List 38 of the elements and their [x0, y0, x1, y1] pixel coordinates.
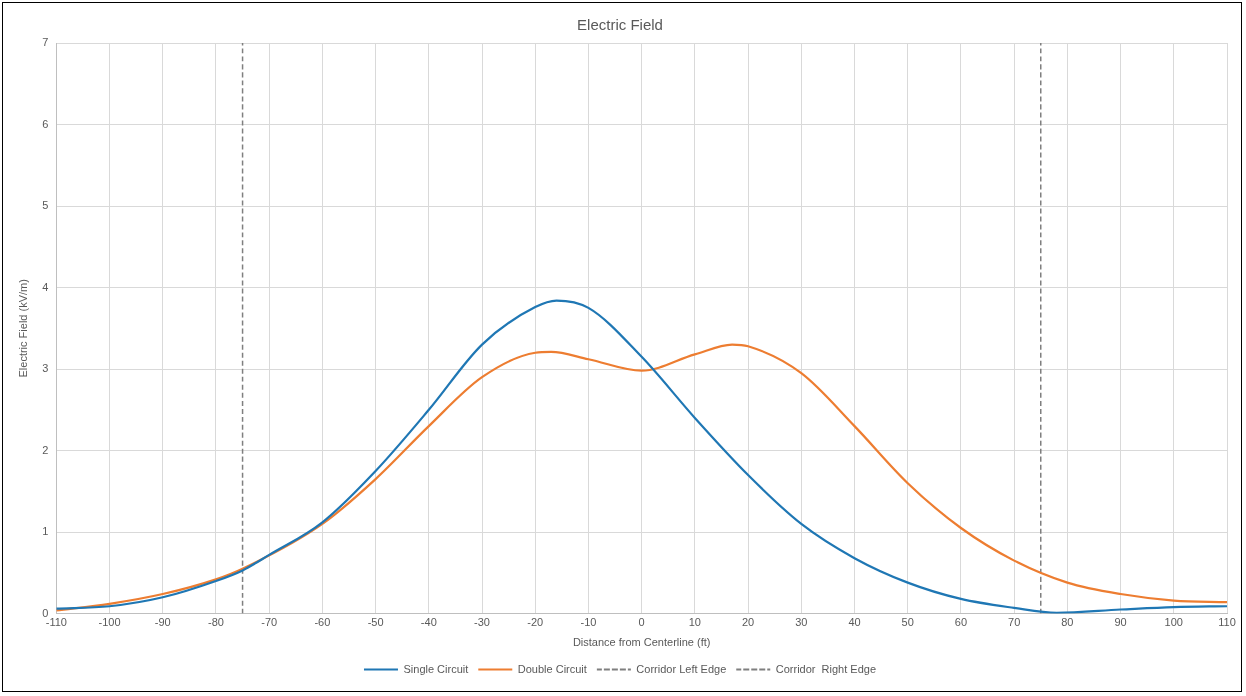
x-axis-title: Distance from Centerline (ft)	[572, 636, 711, 649]
x-tick-label: 50	[901, 616, 914, 629]
x-tick-label: -30	[474, 616, 490, 629]
x-tick-label: 30	[795, 616, 808, 629]
x-tick-label: 10	[688, 616, 701, 629]
x-tick-label: -100	[98, 616, 121, 629]
legend-label: Single Circuit	[403, 662, 469, 675]
y-axis-title: Electric Field (kV/m)	[16, 279, 29, 378]
x-tick-label: 60	[954, 616, 968, 629]
y-tick-label: 1	[42, 525, 49, 538]
x-tick-label: 100	[1164, 616, 1183, 629]
x-tick-label: 70	[1008, 616, 1021, 629]
chart-title: Electric Field	[577, 16, 663, 34]
x-tick-label: 0	[638, 616, 645, 629]
x-tick-label: 20	[741, 616, 755, 629]
legend-label: Corridor Right Edge	[775, 662, 877, 675]
x-tick-label: 110	[1218, 616, 1236, 629]
legend-label: Double Circuit	[517, 662, 587, 675]
y-tick-label: 3	[42, 362, 49, 375]
x-tick-label: -80	[208, 616, 224, 629]
x-tick-label: -60	[314, 616, 331, 629]
x-tick-label: 40	[848, 616, 861, 629]
y-tick-label: 7	[42, 36, 49, 49]
x-tick-label: -10	[580, 616, 597, 629]
legend-label: Corridor Left Edge	[636, 662, 727, 675]
y-tick-label: 5	[42, 199, 49, 212]
y-tick-label: 4	[42, 280, 49, 293]
x-tick-label: -20	[527, 616, 544, 629]
x-tick-label: -40	[420, 616, 437, 629]
y-tick-label: 0	[42, 606, 49, 619]
x-tick-label: 90	[1114, 616, 1127, 629]
x-tick-label: -110	[45, 616, 67, 629]
x-tick-label: -50	[367, 616, 384, 629]
x-tick-label: -70	[261, 616, 278, 629]
x-tick-label: -90	[154, 616, 171, 629]
y-tick-label: 2	[42, 443, 49, 456]
y-tick-label: 6	[42, 117, 49, 130]
x-tick-label: 80	[1061, 616, 1074, 629]
